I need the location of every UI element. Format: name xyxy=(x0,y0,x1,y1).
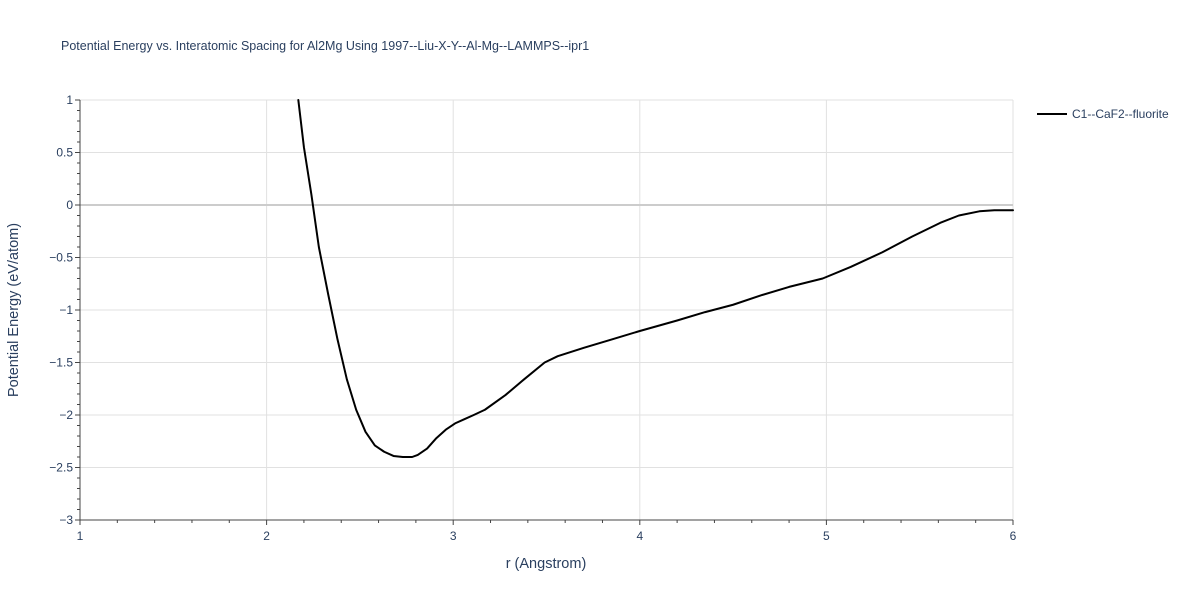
y-tick-label: −0.5 xyxy=(49,251,73,265)
y-tick-label: −2 xyxy=(59,408,73,422)
legend-item[interactable]: C1--CaF2--fluorite xyxy=(1037,107,1169,121)
y-axis-title: Potential Energy (eV/atom) xyxy=(6,223,22,397)
x-tick-label: 3 xyxy=(450,529,457,543)
x-tick-label: 4 xyxy=(636,529,643,543)
x-tick-label: 2 xyxy=(263,529,270,543)
chart-title: Potential Energy vs. Interatomic Spacing… xyxy=(61,39,589,53)
legend-label: C1--CaF2--fluorite xyxy=(1072,107,1169,121)
series-layer xyxy=(297,99,1014,458)
series-line xyxy=(297,99,1014,458)
y-tick-label: 0 xyxy=(66,198,73,212)
axes-layer: 1 2 3 4 5 6 1 0.5 0 −0.5 −1 −1.5 −2 −2.5 −3 xyxy=(49,93,1016,543)
x-tick-label: 5 xyxy=(823,529,830,543)
grid-layer xyxy=(80,99,1014,520)
y-tick-label: 0.5 xyxy=(56,146,73,160)
y-tick-label: 1 xyxy=(66,93,73,107)
y-tick-label: −3 xyxy=(59,513,73,527)
legend[interactable]: C1--CaF2--fluorite xyxy=(1037,107,1169,121)
y-tick-label: −1.5 xyxy=(49,356,73,370)
x-tick-label: 6 xyxy=(1010,529,1017,543)
y-tick-label: −1 xyxy=(59,303,73,317)
x-tick-label: 1 xyxy=(77,529,84,543)
x-axis-title: r (Angstrom) xyxy=(506,556,587,572)
y-tick-label: −2.5 xyxy=(49,461,73,475)
